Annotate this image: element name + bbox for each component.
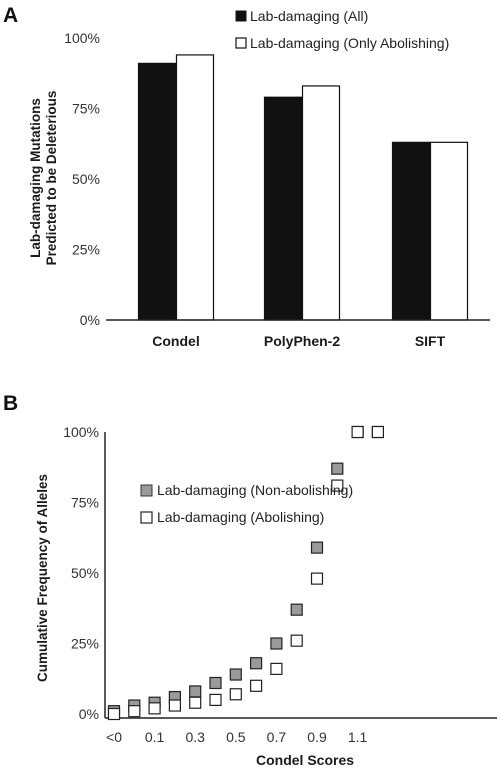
- point-lab-damaging-abolishing-9: [290, 634, 303, 647]
- panel-a-y-axis-label-line-2: Predicted to be Deleterious: [44, 91, 59, 266]
- legend-label-lab-damaging-only-abolishing: Lab-damaging (Only Abolishing): [250, 35, 449, 51]
- point-lab-damaging-abolishing-6: [229, 688, 242, 701]
- panel-b-y-tick-50: 50%: [71, 565, 99, 581]
- panel-b-y-tick-100: 100%: [63, 424, 99, 440]
- panel-b: B Cumulative Frequency of Alleles 0% 25% 5…: [3, 392, 497, 768]
- panel-b-x-tick-0-7: 0.7: [267, 729, 287, 745]
- panel-a-y-axis-label-line-1: Lab-damaging Mutations: [28, 98, 43, 258]
- legend-label-non-abolishing: Lab-damaging (Non-abolishing): [157, 482, 353, 498]
- legend-label-lab-damaging-all: Lab-damaging (All): [250, 8, 368, 24]
- point-lab-damaging-abolishing-4: [189, 696, 202, 709]
- panel-b-x-tick-0-1: 0.1: [145, 729, 165, 745]
- panel-b-points: [107, 425, 384, 721]
- point-lab-damaging-abolishing-13: [371, 425, 384, 439]
- panel-a-category-labels: Condel PolyPhen-2 SIFT: [152, 333, 445, 349]
- panel-a-y-tick-25: 25%: [72, 242, 100, 258]
- panel-b-y-tick-25: 25%: [71, 636, 99, 652]
- bar-condel-lab-damaging-all: [137, 62, 177, 321]
- point-lab-damaging-abolishing-10: [310, 572, 324, 585]
- legend-swatch-non-abolishing: [140, 484, 153, 497]
- point-lab-damaging-non-abolishing-8: [270, 637, 283, 650]
- point-lab-damaging-non-abolishing-6: [229, 668, 242, 681]
- panel-b-x-tick-lt-0: <0: [106, 729, 122, 745]
- panel-b-y-tick-75: 75%: [71, 495, 99, 511]
- panel-a-letter: A: [3, 4, 18, 27]
- panel-a-legend: Lab-damaging (All) Lab-damaging (Only Ab…: [235, 8, 449, 51]
- point-lab-damaging-abolishing-1: [128, 705, 141, 718]
- point-lab-damaging-non-abolishing-4: [189, 685, 202, 698]
- panel-b-y-ticks: 0% 25% 50% 75% 100%: [63, 424, 99, 722]
- point-lab-damaging-abolishing-12: [351, 425, 364, 439]
- panel-a-y-tick-75: 75%: [72, 101, 100, 117]
- panel-b-x-axis-label: Condel Scores: [256, 752, 354, 768]
- point-lab-damaging-non-abolishing-7: [250, 657, 263, 670]
- bar-polyphen-2-lab-damaging-only-abolishing: [301, 85, 341, 321]
- panel-b-y-axis-label: Cumulative Frequency of Alleles: [35, 474, 50, 682]
- point-lab-damaging-non-abolishing-10: [310, 541, 324, 554]
- point-lab-damaging-abolishing-3: [168, 699, 181, 712]
- bar-sift-lab-damaging-all: [391, 141, 431, 321]
- panel-a-y-tick-100: 100%: [64, 30, 100, 46]
- panel-b-x-tick-1-1: 1.1: [348, 729, 368, 745]
- panel-a: A Lab-damaging Mutations Predicted to be…: [3, 4, 490, 349]
- point-lab-damaging-abolishing-2: [148, 702, 161, 715]
- panel-b-legend: Lab-damaging (Non-abolishing) Lab-damagi…: [140, 482, 353, 525]
- point-lab-damaging-non-abolishing-11: [331, 462, 344, 475]
- point-lab-damaging-abolishing-11: [331, 479, 344, 492]
- bar-polyphen-2-lab-damaging-all: [263, 96, 303, 321]
- point-lab-damaging-abolishing-0: [107, 707, 121, 721]
- bar-condel-lab-damaging-only-abolishing: [175, 54, 215, 321]
- legend-label-abolishing: Lab-damaging (Abolishing): [157, 509, 324, 525]
- panel-b-x-ticks: <0 0.1 0.3 0.5 0.7 0.9 1.1: [106, 729, 368, 745]
- panel-b-y-tick-0: 0%: [79, 706, 99, 722]
- panel-b-x-tick-0-9: 0.9: [307, 729, 327, 745]
- point-lab-damaging-abolishing-5: [209, 693, 222, 707]
- point-lab-damaging-abolishing-8: [270, 662, 283, 675]
- legend-swatch-lab-damaging-all: [235, 10, 247, 22]
- panel-a-category-condel: Condel: [152, 333, 199, 349]
- point-lab-damaging-non-abolishing-9: [290, 603, 303, 616]
- panel-a-y-ticks: 0% 25% 50% 75% 100%: [64, 30, 100, 328]
- panel-b-x-tick-0-3: 0.3: [185, 729, 205, 745]
- panel-b-x-tick-0-5: 0.5: [226, 729, 246, 745]
- legend-swatch-abolishing: [140, 511, 153, 524]
- panel-a-bars: [137, 54, 469, 321]
- panel-a-category-sift: SIFT: [415, 333, 446, 349]
- panel-b-letter: B: [3, 392, 18, 415]
- point-lab-damaging-abolishing-7: [250, 679, 263, 692]
- bar-sift-lab-damaging-only-abolishing: [429, 141, 469, 321]
- panel-a-y-tick-0: 0%: [80, 312, 100, 328]
- legend-swatch-lab-damaging-only-abolishing: [235, 37, 247, 49]
- panel-a-category-polyphen-2: PolyPhen-2: [264, 333, 340, 349]
- point-lab-damaging-non-abolishing-5: [209, 676, 222, 690]
- panel-a-y-axis-label: Lab-damaging Mutations Predicted to be D…: [28, 91, 59, 266]
- panel-a-y-tick-50: 50%: [72, 171, 100, 187]
